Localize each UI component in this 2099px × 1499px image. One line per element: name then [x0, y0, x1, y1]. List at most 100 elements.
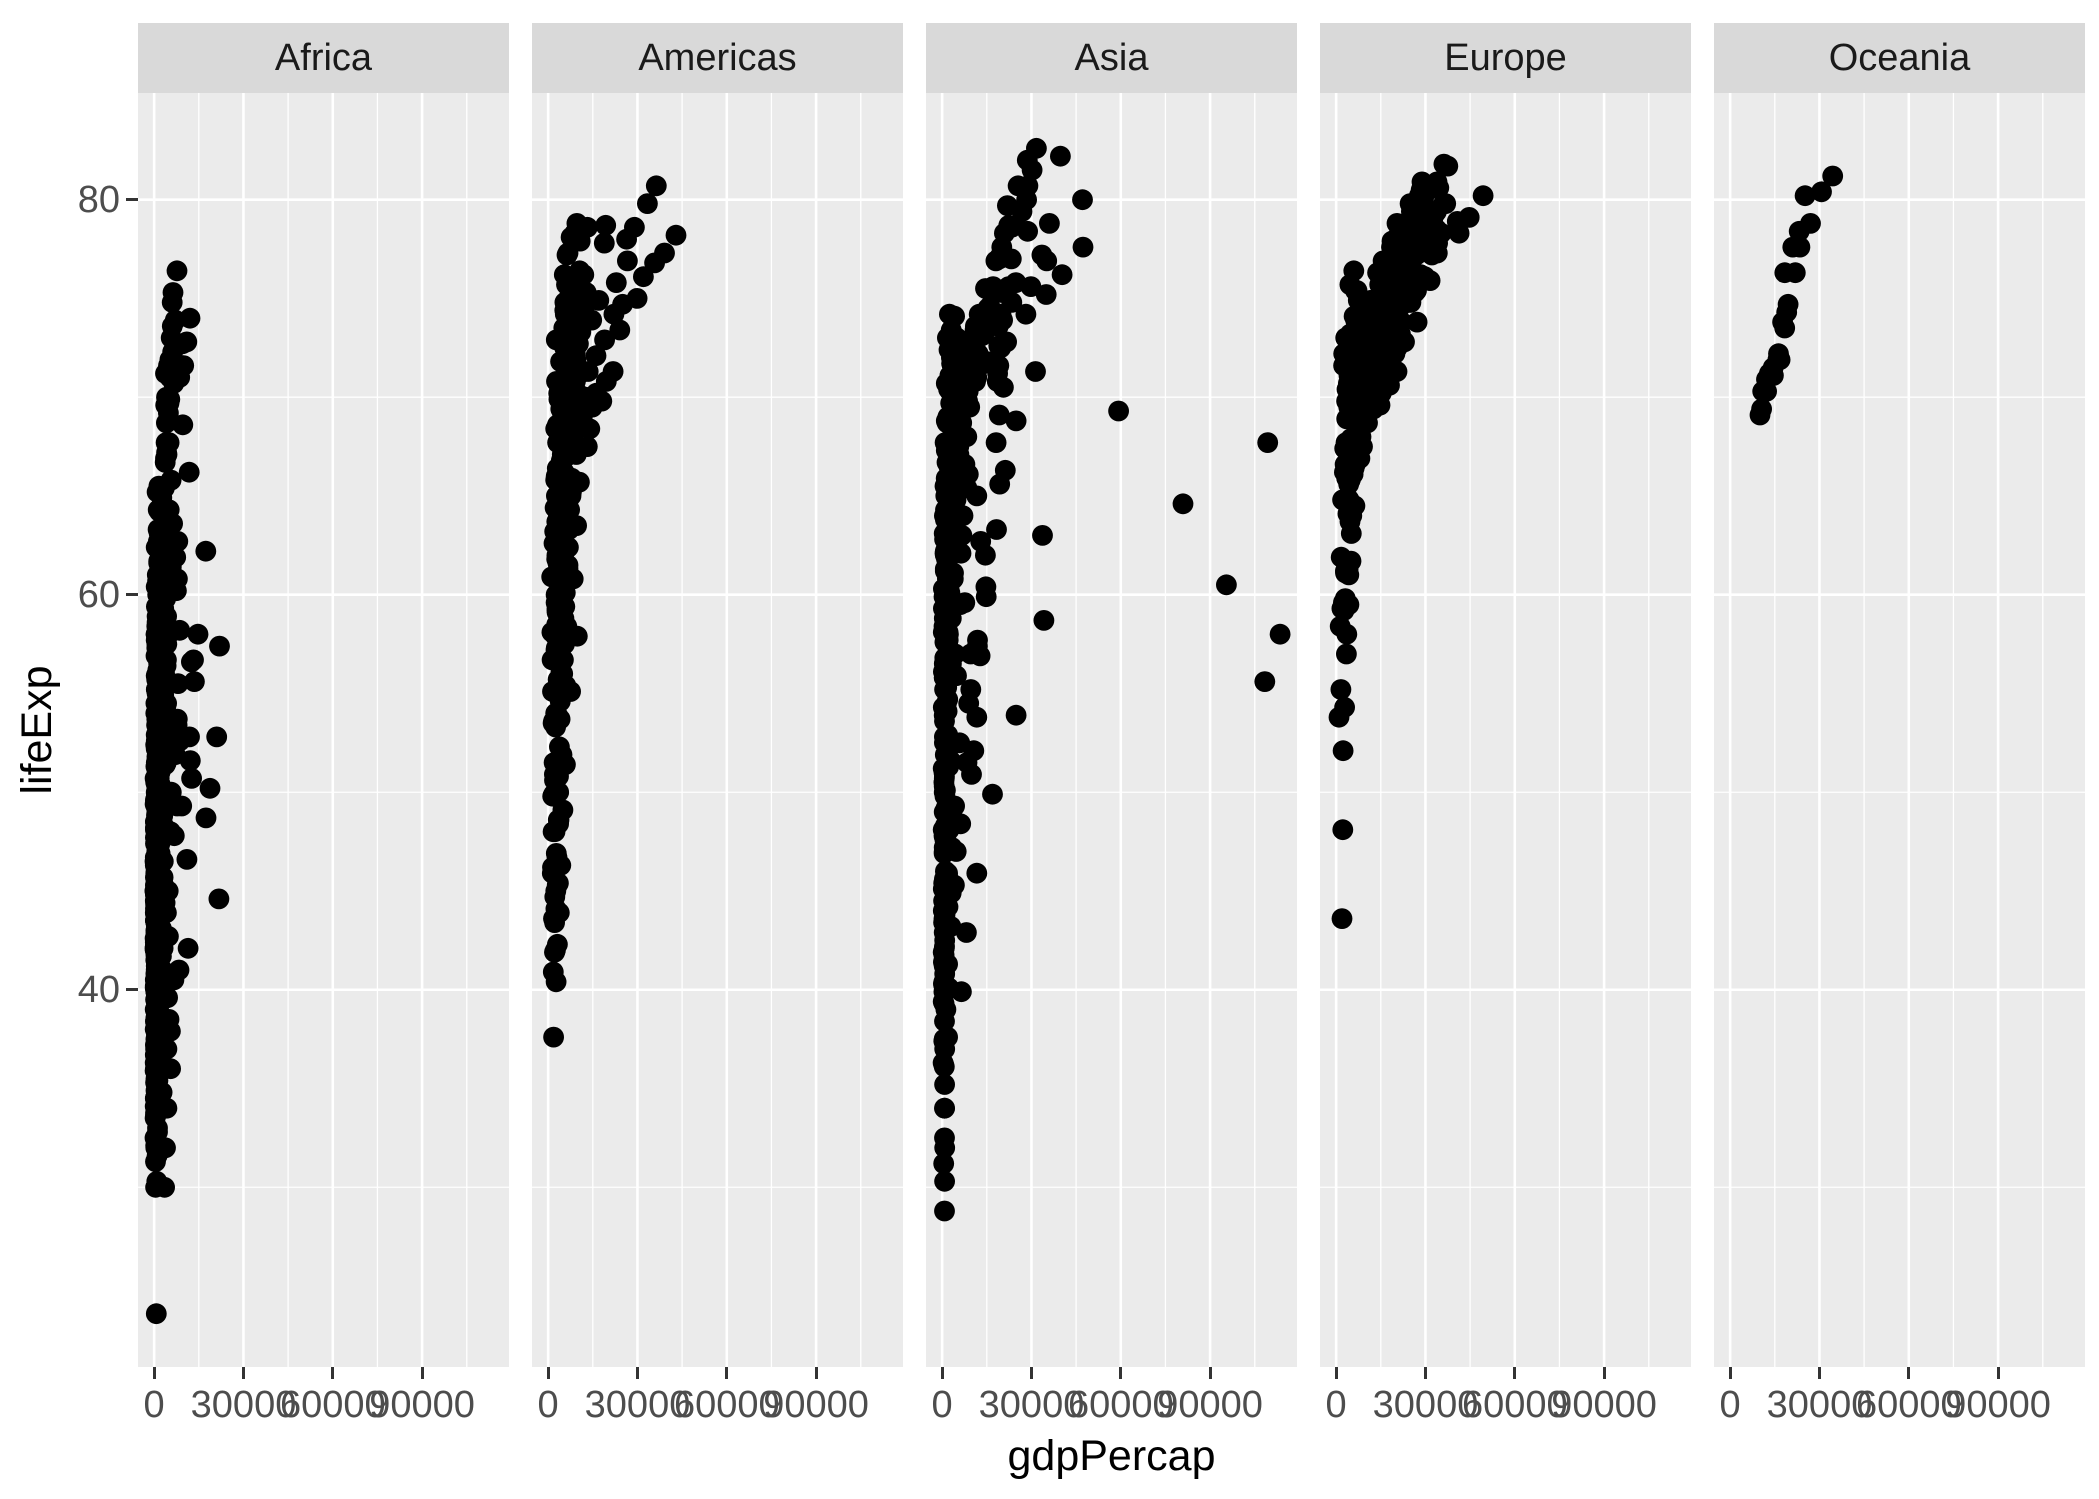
data-point: [556, 244, 578, 266]
data-point: [993, 376, 1014, 398]
data-point: [637, 193, 658, 214]
data-point: [1350, 351, 1372, 372]
panel-background: [138, 93, 509, 1367]
data-point: [949, 414, 971, 436]
y-axis-tick-mark: [126, 198, 138, 202]
data-point: [1072, 189, 1093, 211]
data-point: [938, 339, 960, 361]
data-point: [1782, 236, 1804, 258]
data-point: [609, 319, 631, 341]
data-point: [555, 754, 576, 775]
points-group: [144, 260, 230, 1325]
x-axis-tick-label: 30000: [1372, 1384, 1479, 1426]
x-axis-tick-mark: [636, 1367, 639, 1379]
data-point: [1331, 908, 1353, 929]
x-axis-tick-label: 0: [931, 1384, 953, 1426]
data-point: [147, 1088, 169, 1109]
x-axis-tick-mark: [1907, 1367, 1911, 1379]
gridlines-major: [1714, 93, 2085, 1367]
data-point: [1032, 525, 1053, 546]
data-point: [199, 777, 221, 799]
data-point: [594, 329, 615, 351]
x-axis-tick-mark: [940, 1367, 944, 1379]
data-point: [933, 1153, 955, 1174]
data-point: [933, 608, 955, 629]
data-point: [1448, 222, 1470, 244]
data-point: [595, 214, 617, 236]
x-axis-tick-label: 90000: [1157, 1384, 1263, 1426]
gridlines-minor: [138, 93, 509, 1367]
data-point: [1051, 264, 1073, 286]
data-point: [147, 1117, 168, 1139]
data-point: [977, 301, 998, 323]
data-point: [1033, 610, 1055, 631]
data-point: [148, 475, 170, 497]
data-point: [1011, 201, 1033, 222]
data-point: [167, 531, 189, 552]
points-group: [1328, 153, 1494, 929]
data-point: [938, 819, 960, 841]
data-point: [146, 1145, 168, 1167]
data-point: [939, 365, 961, 386]
points-group: [541, 175, 687, 1048]
data-point: [938, 531, 960, 552]
data-point: [548, 872, 569, 894]
data-point: [933, 971, 955, 993]
data-point: [985, 432, 1007, 453]
data-point: [593, 232, 615, 254]
data-point: [146, 955, 168, 977]
x-axis-tick-label: 90000: [763, 1384, 869, 1426]
data-point: [171, 795, 193, 817]
data-point: [145, 576, 167, 598]
data-point: [1072, 236, 1094, 258]
data-point: [1373, 347, 1394, 369]
data-point: [195, 540, 217, 562]
x-axis-tick-mark: [1424, 1367, 1427, 1379]
data-point: [195, 807, 217, 829]
data-point: [1338, 594, 1360, 615]
data-point: [1776, 301, 1798, 323]
data-point: [1340, 523, 1362, 544]
data-point: [146, 1170, 168, 1192]
x-axis-tick-mark: [331, 1367, 335, 1379]
data-point: [958, 692, 980, 714]
data-point: [940, 392, 962, 414]
y-axis-title: lifeExp: [13, 665, 61, 795]
data-point: [994, 459, 1016, 481]
data-point: [937, 896, 959, 918]
data-point: [1410, 264, 1432, 286]
data-point: [542, 961, 564, 983]
data-point: [996, 331, 1017, 353]
data-point: [1393, 260, 1415, 282]
data-point: [941, 446, 963, 467]
scatter-panel: [138, 93, 509, 1367]
data-point: [1015, 303, 1037, 325]
data-point: [1337, 487, 1358, 509]
panel-background: [1714, 93, 2085, 1367]
data-point: [1343, 430, 1364, 451]
data-point: [562, 568, 584, 590]
data-point: [176, 331, 198, 353]
x-axis-tick-mark: [242, 1367, 245, 1379]
x-axis-tick-mark: [152, 1367, 156, 1379]
data-point: [145, 811, 166, 833]
data-point: [547, 933, 568, 955]
x-axis-tick-mark: [1208, 1367, 1212, 1379]
data-point: [563, 331, 585, 353]
x-axis-tick-mark: [1996, 1367, 2000, 1379]
data-point: [626, 288, 648, 309]
x-axis-tick-mark: [1030, 1367, 1033, 1379]
data-point: [145, 536, 167, 558]
data-point: [982, 783, 1003, 805]
data-point: [1172, 493, 1194, 515]
data-point: [1345, 280, 1366, 301]
data-point: [1257, 432, 1279, 453]
facet-strip: Oceania: [1714, 23, 2085, 93]
data-point: [560, 681, 581, 702]
data-point: [156, 386, 177, 408]
data-point: [145, 910, 166, 931]
scatter-panel: [926, 93, 1297, 1367]
x-axis-tick-label: 60000: [1067, 1384, 1174, 1426]
data-point: [940, 319, 962, 341]
data-point: [162, 282, 184, 303]
